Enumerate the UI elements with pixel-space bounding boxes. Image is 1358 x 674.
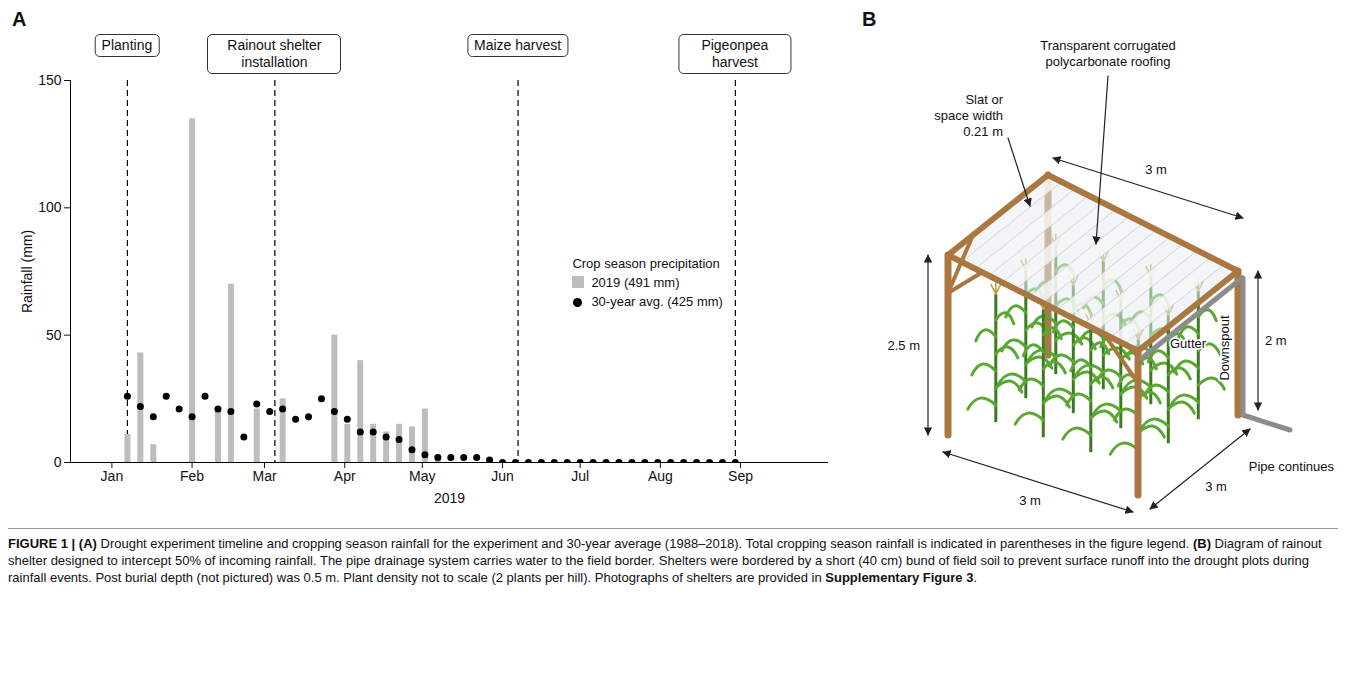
- svg-text:Jun: Jun: [491, 468, 514, 484]
- svg-text:50: 50: [46, 327, 62, 343]
- svg-text:Slat or: Slat or: [965, 92, 1003, 107]
- svg-text:Transparent corrugated: Transparent corrugated: [1040, 38, 1175, 53]
- svg-text:Pipe continues: Pipe continues: [1249, 459, 1335, 474]
- svg-text:Downspout: Downspout: [1217, 315, 1232, 380]
- html-text:Pigeonpea harvest: Pigeonpea harvest: [701, 37, 769, 70]
- svg-text:Mar: Mar: [252, 468, 276, 484]
- svg-text:3 m: 3 m: [1145, 162, 1167, 177]
- svg-text:Apr: Apr: [334, 468, 356, 484]
- html-text:B: B: [862, 8, 877, 30]
- html-text:Rainout shelter installation: Rainout shelter installation: [227, 37, 322, 70]
- svg-text:Feb: Feb: [180, 468, 204, 484]
- svg-text:150: 150: [38, 72, 62, 88]
- html-text:Maize harvest: Maize harvest: [474, 37, 562, 53]
- html-text:Crop season precipitation: Crop season precipitation: [572, 255, 720, 271]
- svg-text:2 m: 2 m: [1265, 333, 1287, 348]
- html-text:2019 (491 mm): 2019 (491 mm): [591, 274, 680, 290]
- html-text:30-year avg. (425 mm): 30-year avg. (425 mm): [591, 293, 723, 309]
- svg-text:May: May: [409, 468, 435, 484]
- svg-text:100: 100: [38, 199, 62, 215]
- html-text:A: A: [12, 8, 27, 30]
- svg-text:Jul: Jul: [571, 468, 589, 484]
- svg-text:Rainfall (mm): Rainfall (mm): [19, 230, 35, 313]
- svg-text:3 m: 3 m: [1205, 479, 1227, 494]
- svg-text:2019: 2019: [434, 490, 465, 506]
- svg-text:Jan: Jan: [101, 468, 124, 484]
- svg-text:3 m: 3 m: [1019, 493, 1041, 508]
- svg-text:0.21 m: 0.21 m: [963, 124, 1003, 139]
- svg-text:Aug: Aug: [648, 468, 673, 484]
- svg-text:0: 0: [54, 454, 62, 470]
- html-text:Planting: Planting: [101, 37, 153, 53]
- svg-text:space width: space width: [934, 108, 1003, 123]
- svg-text:polycarbonate roofing: polycarbonate roofing: [1045, 54, 1170, 69]
- svg-text:2.5 m: 2.5 m: [887, 338, 920, 353]
- svg-text:Gutter: Gutter: [1170, 336, 1207, 351]
- html-text:FIGURE 1 | (A) Drought experim: FIGURE 1 | (A) Drought experiment timeli…: [8, 536, 1322, 585]
- svg-text:Sep: Sep: [728, 468, 753, 484]
